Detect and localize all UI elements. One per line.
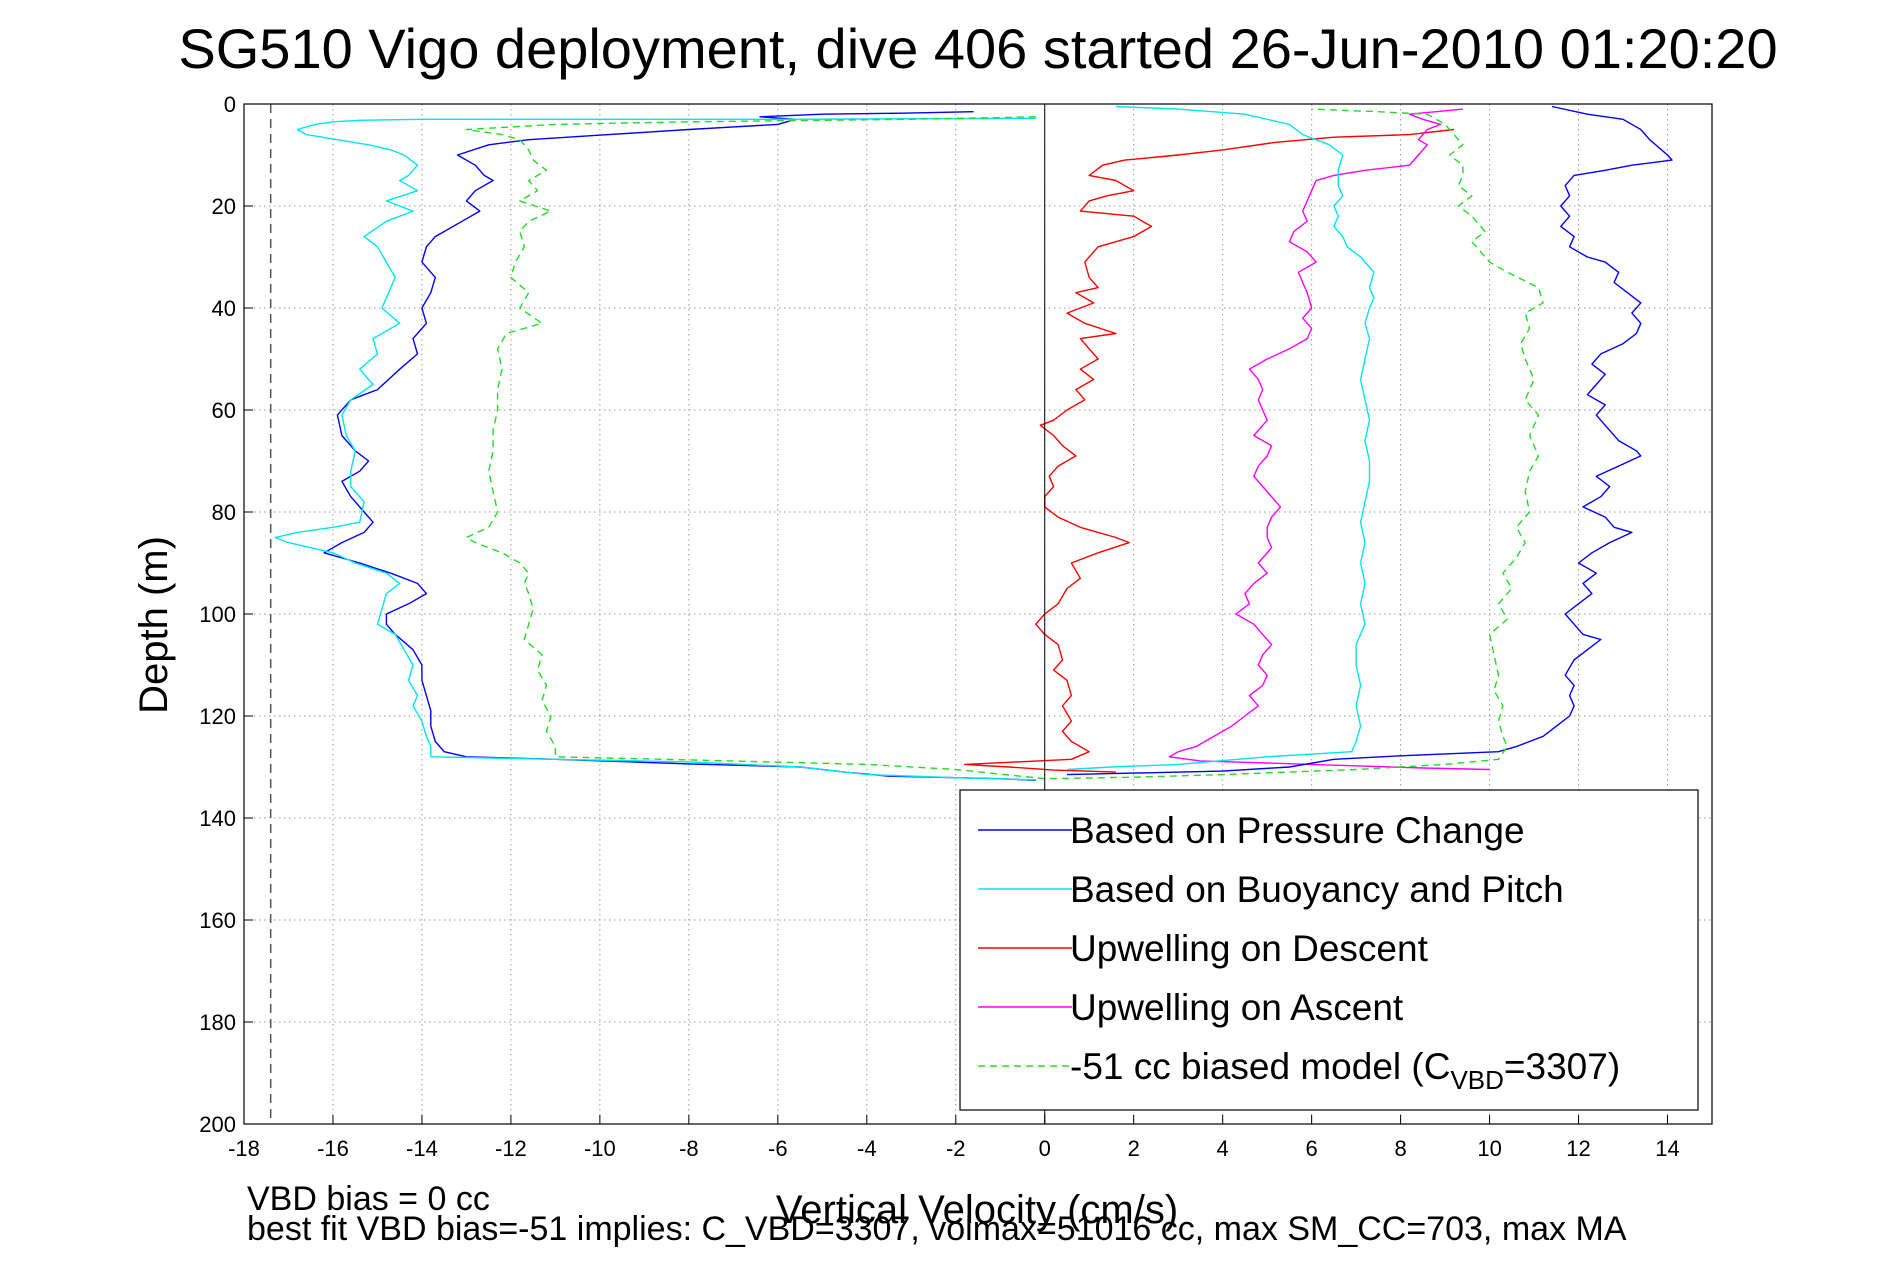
y-tick-label: 180 (199, 1010, 236, 1035)
x-tick-label: 4 (1217, 1136, 1229, 1161)
axes (243, 103, 1713, 1125)
legend-label-end: =3307) (1504, 1046, 1620, 1087)
y-tick-label: 80 (212, 500, 236, 525)
y-tick-label: 60 (212, 398, 236, 423)
footer-line-2: best fit VBD bias=-51 implies: C_VBD=330… (247, 1210, 1627, 1248)
x-tick-label: -8 (679, 1136, 699, 1161)
x-tick-label: 8 (1394, 1136, 1406, 1161)
x-tick-label: -10 (584, 1136, 616, 1161)
x-tick-label: 0 (1039, 1136, 1051, 1161)
series-line-3 (1168, 108, 1490, 771)
legend-label-main: -51 cc biased model (C (1070, 1046, 1450, 1087)
x-tick-label: -18 (228, 1136, 260, 1161)
y-tick-label: 120 (199, 704, 236, 729)
series-lines (274, 105, 1673, 781)
series-line-2 (964, 128, 1455, 773)
y-tick-label: 100 (199, 602, 236, 627)
x-axis-label: Vertical Velocity (cm/s) (776, 1188, 1178, 1232)
tick-labels: -18 -16 -14 -12 -10 -8 -6 -4 -2 0 2 4 6 8 10 12 14020406… (199, 92, 1679, 1161)
series-line-6 (465, 108, 1544, 780)
legend-label: -51 cc biased model (CVBD=3307) (1070, 1046, 1620, 1095)
series-line-4 (1066, 105, 1673, 776)
x-tick-label: 14 (1655, 1136, 1679, 1161)
y-axis-label: Depth (m) (132, 536, 176, 714)
legend: Based on Pressure Change Based on Buoyanc… (959, 789, 1699, 1111)
series-line-5 (1066, 105, 1375, 771)
chart-title: SG510 Vigo deployment, dive 406 started … (178, 17, 1777, 80)
y-tick-label: 0 (224, 92, 236, 117)
plot-frame (243, 103, 1713, 1125)
x-tick-label: -6 (768, 1136, 788, 1161)
x-tick-label: 6 (1306, 1136, 1318, 1161)
x-tick-label: 10 (1477, 1136, 1501, 1161)
x-tick-label: 12 (1566, 1136, 1590, 1161)
y-tick-label: 20 (212, 194, 236, 219)
y-tick-label: 200 (199, 1112, 236, 1137)
legend-label: Upwelling on Ascent (1070, 987, 1404, 1028)
x-tick-label: -12 (495, 1136, 527, 1161)
x-tick-label: -4 (857, 1136, 877, 1161)
y-tick-label: 160 (199, 908, 236, 933)
x-tick-label: -14 (406, 1136, 438, 1161)
legend-label: Based on Buoyancy and Pitch (1070, 869, 1564, 910)
x-tick-label: 2 (1128, 1136, 1140, 1161)
legend-box (959, 789, 1699, 1111)
series-line-0 (323, 111, 1036, 781)
y-tick-label: 140 (199, 806, 236, 831)
x-tick-label: -2 (946, 1136, 966, 1161)
footer-line-1: VBD bias = 0 cc (247, 1180, 490, 1218)
legend-label-subscript: VBD (1450, 1065, 1503, 1095)
x-tick-label: -16 (317, 1136, 349, 1161)
legend-label: Based on Pressure Change (1070, 810, 1525, 851)
series-line-1 (274, 117, 1036, 781)
legend-label: Upwelling on Descent (1070, 928, 1429, 969)
y-tick-label: 40 (212, 296, 236, 321)
